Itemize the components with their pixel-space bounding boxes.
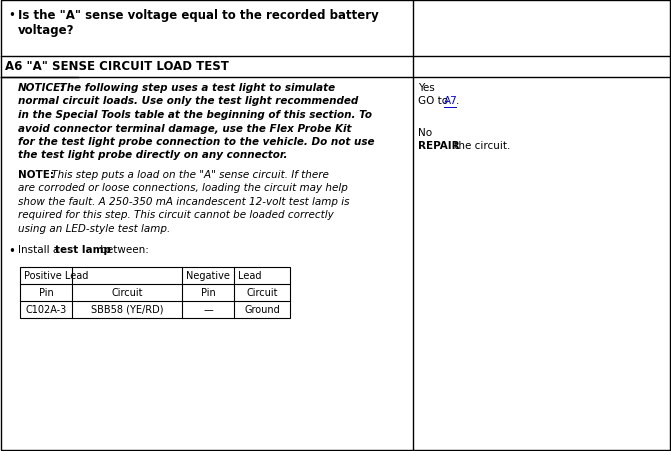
Text: the circuit.: the circuit. [451, 141, 511, 151]
Text: C102A-3: C102A-3 [25, 304, 66, 314]
Text: A6 "A" SENSE CIRCUIT LOAD TEST: A6 "A" SENSE CIRCUIT LOAD TEST [5, 60, 229, 73]
Text: —: — [203, 304, 213, 314]
Text: Pin: Pin [201, 287, 215, 297]
Text: •: • [8, 9, 15, 22]
Text: using an LED-style test lamp.: using an LED-style test lamp. [18, 224, 170, 234]
Text: Ground: Ground [244, 304, 280, 314]
Text: A7: A7 [444, 96, 458, 106]
Text: between:: between: [97, 245, 149, 255]
Text: No: No [418, 127, 432, 137]
Text: Yes: Yes [418, 83, 435, 93]
Text: Circuit: Circuit [246, 287, 278, 297]
Text: normal circuit loads. Use only the test light recommended: normal circuit loads. Use only the test … [18, 96, 358, 106]
Text: •: • [8, 245, 15, 258]
Text: show the fault. A 250-350 mA incandescent 12-volt test lamp is: show the fault. A 250-350 mA incandescen… [18, 197, 350, 207]
Text: GO to: GO to [418, 96, 452, 106]
Text: test lamp: test lamp [55, 245, 111, 255]
Text: in the Special Tools table at the beginning of this section. To: in the Special Tools table at the beginn… [18, 110, 372, 120]
Text: .: . [456, 96, 460, 106]
Bar [20, 267, 290, 318]
Text: REPAIR: REPAIR [418, 141, 460, 151]
Text: Install a: Install a [18, 245, 62, 255]
Text: NOTICE:: NOTICE: [18, 83, 65, 93]
Text: required for this step. This circuit cannot be loaded correctly: required for this step. This circuit can… [18, 210, 333, 220]
Text: the test light probe directly on any connector.: the test light probe directly on any con… [18, 150, 287, 160]
Text: Pin: Pin [39, 287, 54, 297]
Text: Positive Lead: Positive Lead [24, 271, 89, 281]
Text: for the test light probe connection to the vehicle. Do not use: for the test light probe connection to t… [18, 137, 374, 147]
Text: This step puts a load on the "A" sense circuit. If there: This step puts a load on the "A" sense c… [48, 170, 329, 179]
Text: Is the "A" sense voltage equal to the recorded battery
voltage?: Is the "A" sense voltage equal to the re… [18, 9, 378, 37]
Text: NOTE:: NOTE: [18, 170, 54, 179]
Text: avoid connector terminal damage, use the Flex Probe Kit: avoid connector terminal damage, use the… [18, 123, 352, 133]
Text: The following step uses a test light to simulate: The following step uses a test light to … [56, 83, 335, 93]
Text: SBB58 (YE/RD): SBB58 (YE/RD) [91, 304, 163, 314]
Text: Negative: Negative [186, 271, 230, 281]
Text: are corroded or loose connections, loading the circuit may help: are corroded or loose connections, loadi… [18, 183, 348, 193]
Text: Lead: Lead [238, 271, 262, 281]
Text: Circuit: Circuit [111, 287, 143, 297]
